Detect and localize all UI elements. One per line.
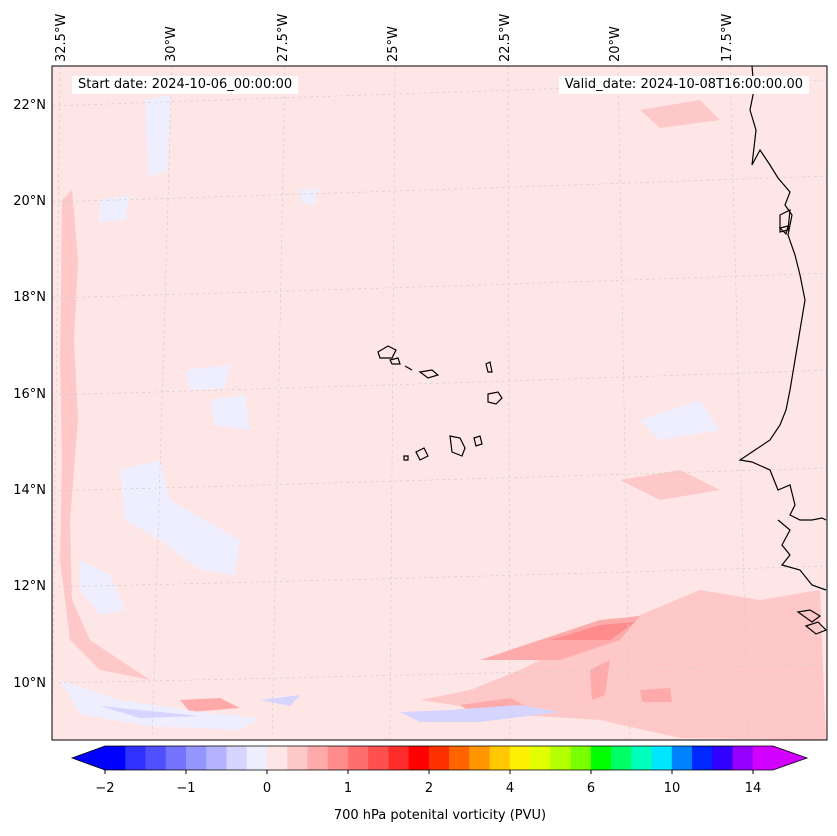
cape-verde-islands <box>377 345 503 461</box>
colorbar-swatch <box>752 746 774 770</box>
colorbar-tick: −2 <box>95 781 115 796</box>
colorbar-tick: −1 <box>176 781 196 796</box>
pv-positive-shading <box>60 100 826 740</box>
lon-label-32-5w: 32.5°W <box>54 13 69 62</box>
lat-label-22n: 22°N <box>13 98 46 113</box>
colorbar-swatch <box>266 746 288 770</box>
colorbar-swatch <box>449 746 470 770</box>
colorbar-swatch <box>408 746 430 770</box>
colorbar-swatch <box>185 746 207 770</box>
colorbar-swatch <box>631 746 653 770</box>
colorbar-swatch <box>287 746 308 770</box>
colorbar-swatch <box>671 746 693 770</box>
colorbar-swatch <box>651 746 673 770</box>
colorbar-tick: 10 <box>663 781 681 796</box>
colorbar-swatch <box>347 746 369 770</box>
colorbar-swatch <box>206 746 227 770</box>
colorbar-swatch <box>712 746 734 770</box>
colorbar-swatch <box>732 746 754 770</box>
lat-label-10n: 10°N <box>13 676 46 691</box>
lon-label-27-5w: 27.5°W <box>276 13 291 62</box>
lon-label-30w: 30°W <box>164 26 179 62</box>
colorbar-swatch <box>246 746 268 770</box>
colorbar-swatch <box>145 746 167 770</box>
colorbar-tick: 1 <box>343 781 353 796</box>
lon-label-25w: 25°W <box>386 26 401 62</box>
colorbar-label: 700 hPa potenital vorticity (PVU) <box>333 808 547 823</box>
colorbar-swatch <box>611 746 632 770</box>
colorbar-swatch <box>489 746 511 770</box>
lat-label-12n: 12°N <box>13 579 46 594</box>
colorbar-swatch <box>368 746 389 770</box>
colorbar-swatch <box>530 746 551 770</box>
valid-date-label: Valid_date: 2024-10-08T16:00:00.00 <box>558 76 809 94</box>
colorbar-swatch <box>590 746 612 770</box>
colorbar-over-arrow <box>773 746 807 770</box>
lat-label-14n: 14°N <box>13 483 46 498</box>
colorbar-swatch <box>388 746 410 770</box>
colorbar-tick: 6 <box>586 781 596 796</box>
colorbar-swatch <box>509 746 531 770</box>
colorbar-swatch <box>469 746 491 770</box>
map-panel <box>51 65 828 741</box>
colorbar-tick: 4 <box>505 781 515 796</box>
map-frame <box>51 65 828 741</box>
colorbar-swatch <box>226 746 248 770</box>
pv-negative-shading <box>60 95 720 730</box>
colorbar-swatch <box>570 746 592 770</box>
colorbar-tick: 2 <box>424 781 434 796</box>
colorbar-swatch <box>550 746 572 770</box>
colorbar-swatch <box>327 746 349 770</box>
lon-label-22-5w: 22.5°W <box>498 13 513 62</box>
graticule <box>51 65 828 741</box>
colorbar-under-arrow <box>72 746 105 770</box>
colorbar-swatch <box>692 746 713 770</box>
lon-label-20w: 20°W <box>608 26 623 62</box>
lat-label-20n: 20°N <box>13 194 46 209</box>
lat-label-18n: 18°N <box>13 290 46 305</box>
coastlines <box>738 65 828 635</box>
colorbar-swatch <box>428 746 450 770</box>
colorbar-swatch <box>105 746 126 770</box>
colorbar-swatch <box>125 746 146 770</box>
colorbar-tick: 14 <box>744 781 762 796</box>
colorbar-tick: 0 <box>262 781 272 796</box>
colorbar-swatch <box>165 746 187 770</box>
colorbar-swatch <box>307 746 329 770</box>
start-date-label: Start date: 2024-10-06_00:00:00 <box>72 76 299 94</box>
colorbar <box>70 745 809 774</box>
lon-label-17-5w: 17.5°W <box>720 13 735 62</box>
africa-coastline <box>738 65 827 521</box>
lat-label-16n: 16°N <box>13 387 46 402</box>
